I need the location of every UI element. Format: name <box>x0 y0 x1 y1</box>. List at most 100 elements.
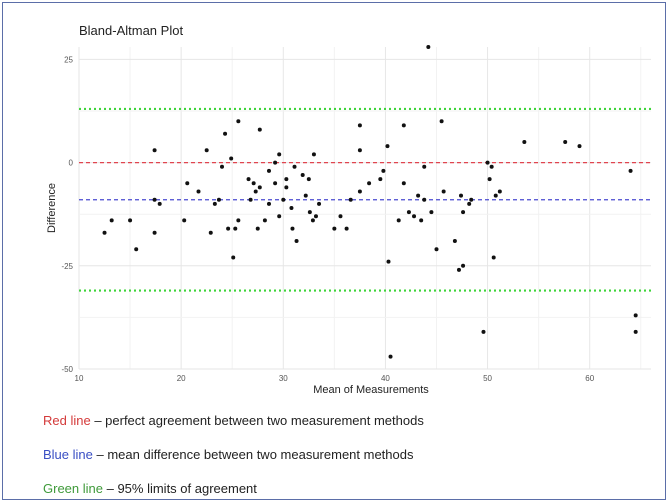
data-point <box>266 168 271 173</box>
data-point <box>497 189 502 194</box>
data-point <box>212 201 217 206</box>
data-point <box>109 218 114 223</box>
data-point <box>348 197 353 202</box>
data-point <box>487 177 492 182</box>
data-point <box>208 230 213 235</box>
data-point <box>357 189 362 194</box>
data-point <box>229 156 234 161</box>
data-point <box>303 193 308 198</box>
data-point <box>300 172 305 177</box>
data-point <box>246 177 251 182</box>
data-point <box>223 131 228 136</box>
legend-red-text: – perfect agreement between two measurem… <box>90 413 424 428</box>
legend-green: Green line – 95% limits of agreement <box>43 481 257 496</box>
data-point <box>378 177 383 182</box>
data-point <box>412 214 417 219</box>
data-point <box>257 127 262 132</box>
legend-green-text: – 95% limits of agreement <box>102 481 257 496</box>
data-point <box>289 206 294 210</box>
data-point <box>344 226 349 231</box>
data-point <box>306 177 311 182</box>
data-point <box>317 201 322 206</box>
data-point <box>231 255 236 260</box>
x-axis-ticks: 10 20 30 40 50 60 <box>75 374 595 383</box>
data-point <box>284 185 289 190</box>
reference-lines <box>79 107 651 292</box>
data-point <box>422 164 427 169</box>
data-point <box>485 160 490 165</box>
data-point <box>461 263 466 268</box>
legend-blue: Blue line – mean difference between two … <box>43 447 413 462</box>
data-point <box>102 230 107 235</box>
data-points <box>102 45 638 359</box>
data-point <box>456 267 461 272</box>
y-tick-label: 0 <box>69 159 74 168</box>
data-point <box>284 177 289 182</box>
data-point <box>388 354 393 359</box>
data-point <box>633 329 638 334</box>
data-point <box>185 181 190 186</box>
data-point <box>563 139 568 144</box>
data-point <box>257 185 262 190</box>
data-point <box>406 210 411 215</box>
data-point <box>307 210 312 215</box>
y-tick-label: 25 <box>64 55 73 64</box>
data-point <box>196 189 201 194</box>
legend-red-key: Red line <box>43 413 91 428</box>
x-axis-label: Mean of Measurements <box>313 384 429 396</box>
data-point <box>266 201 271 206</box>
data-point <box>255 226 260 231</box>
data-point <box>493 193 498 198</box>
chart-title: Bland-Altman Plot <box>79 23 183 38</box>
data-point <box>182 218 187 223</box>
data-point <box>386 259 391 264</box>
data-point <box>426 45 431 49</box>
legend-red: Red line – perfect agreement between two… <box>43 413 424 428</box>
data-point <box>220 164 224 169</box>
data-point <box>491 255 496 260</box>
x-tick-label: 40 <box>381 374 390 383</box>
data-point <box>273 181 278 186</box>
data-point <box>401 123 406 128</box>
data-point <box>152 148 157 153</box>
data-point <box>422 197 427 202</box>
y-axis-label: Difference <box>46 183 58 233</box>
data-point <box>226 226 231 231</box>
data-point <box>467 201 472 206</box>
data-point <box>152 230 157 235</box>
legend-blue-key: Blue line <box>43 447 93 462</box>
data-point <box>459 193 464 198</box>
data-point <box>434 247 439 252</box>
legend-blue-text: – mean difference between two measuremen… <box>92 447 414 462</box>
data-point <box>281 197 286 202</box>
data-point <box>332 226 337 231</box>
x-tick-label: 50 <box>483 374 492 383</box>
data-point <box>469 197 474 202</box>
x-tick-label: 10 <box>75 374 84 383</box>
data-point <box>385 144 390 149</box>
data-point <box>277 152 282 157</box>
data-point <box>128 218 133 223</box>
legend-green-key: Green line <box>43 481 103 496</box>
data-point <box>277 214 282 219</box>
data-point <box>152 197 157 202</box>
data-point <box>134 247 139 252</box>
y-tick-label: -25 <box>61 262 73 271</box>
data-point <box>577 144 582 149</box>
data-point <box>204 148 209 153</box>
data-point <box>233 226 238 231</box>
data-point <box>294 239 299 244</box>
bland-altman-chart: 10 20 30 40 50 60 -50 -25 0 25 Bland-Altman Plot… <box>46 23 651 396</box>
data-point <box>251 181 256 186</box>
figure-frame: 10 20 30 40 50 60 -50 -25 0 25 Bland-Altman Plot… <box>2 2 666 500</box>
data-point <box>367 181 372 186</box>
data-point <box>216 197 221 202</box>
x-tick-label: 30 <box>279 374 288 383</box>
y-axis-ticks: -50 -25 0 25 <box>61 55 73 374</box>
data-point <box>461 210 466 215</box>
data-point <box>481 329 486 334</box>
data-point <box>522 139 527 144</box>
data-point <box>248 197 253 202</box>
data-point <box>253 189 258 194</box>
data-point <box>429 210 434 215</box>
